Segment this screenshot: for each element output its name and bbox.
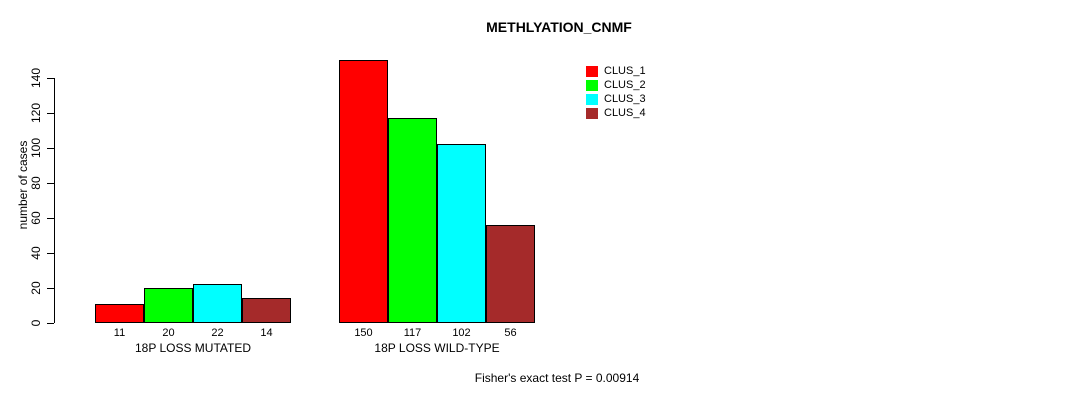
y-tick-label: 80 (29, 176, 43, 190)
bar-clus_1-2 (339, 60, 388, 323)
legend-label: CLUS_4 (604, 107, 646, 119)
legend-item-clus_4: CLUS_4 (586, 106, 646, 120)
bar-clus_2-1 (144, 288, 193, 323)
bar-value-label: 102 (452, 327, 471, 339)
bar-value-label: 20 (162, 327, 175, 339)
bar-clus_3-2 (437, 144, 486, 323)
y-tick (47, 288, 54, 289)
bar-value-label: 14 (260, 327, 273, 339)
bar-clus_1-1 (95, 304, 144, 323)
bar-value-label: 117 (403, 327, 422, 339)
y-tick-label: 120 (29, 102, 43, 124)
bar-value-label: 150 (354, 327, 373, 339)
legend-label: CLUS_1 (604, 65, 646, 77)
category-label: 18P LOSS WILD-TYPE (374, 341, 500, 355)
y-tick (47, 253, 54, 254)
bar-clus_3-1 (193, 284, 242, 323)
legend-label: CLUS_3 (604, 93, 646, 105)
y-axis-line (54, 78, 55, 323)
bar-value-label: 56 (504, 327, 517, 339)
y-tick-label: 60 (29, 211, 43, 225)
legend: CLUS_1 CLUS_2 CLUS_3 CLUS_4 (586, 64, 646, 120)
legend-swatch-icon (586, 107, 598, 119)
legend-item-clus_2: CLUS_2 (586, 78, 646, 92)
y-tick (47, 323, 54, 324)
fisher-test-annotation: Fisher's exact test P = 0.00914 (474, 371, 640, 385)
y-tick (47, 78, 54, 79)
y-tick-label: 40 (29, 246, 43, 260)
y-tick-label: 140 (29, 67, 43, 89)
y-tick (47, 218, 54, 219)
y-tick (47, 148, 54, 149)
bar-clus_2-2 (388, 118, 437, 323)
y-tick-label: 100 (29, 137, 43, 159)
bar-clus_4-1 (242, 298, 291, 323)
bar-value-label: 11 (113, 327, 126, 339)
bar-clus_4-2 (486, 225, 535, 323)
category-label: 18P LOSS MUTATED (134, 341, 252, 355)
y-tick (47, 183, 54, 184)
y-tick-label: 0 (29, 319, 43, 327)
chart-title: METHLYATION_CNMF (486, 19, 632, 35)
y-tick (47, 113, 54, 114)
legend-swatch-icon (586, 65, 598, 77)
legend-item-clus_3: CLUS_3 (586, 92, 646, 106)
legend-swatch-icon (586, 79, 598, 91)
legend-label: CLUS_2 (604, 79, 646, 91)
bar-value-label: 22 (211, 327, 224, 339)
legend-item-clus_1: CLUS_1 (586, 64, 646, 78)
legend-swatch-icon (586, 93, 598, 105)
y-axis-label: number of cases (16, 140, 30, 230)
y-tick-label: 20 (29, 281, 43, 295)
